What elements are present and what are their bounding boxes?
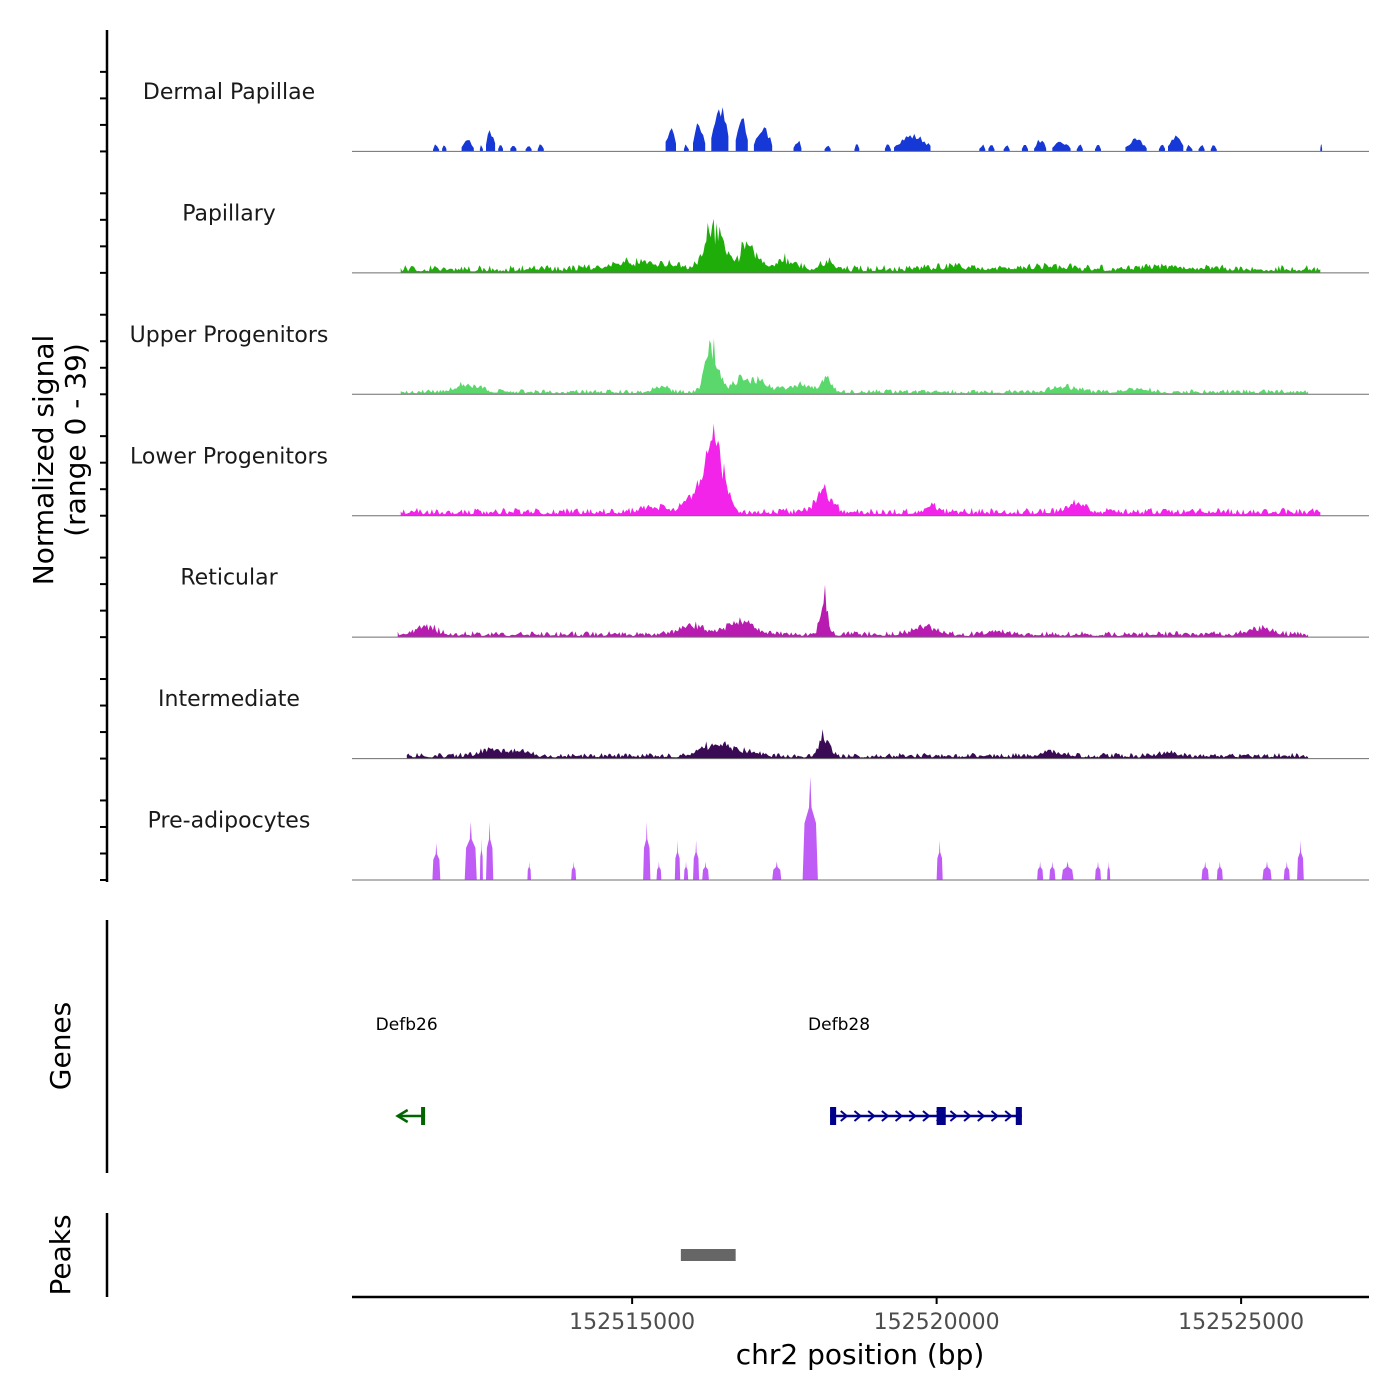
gene-exon — [1015, 1107, 1022, 1125]
peak-region — [680, 1249, 736, 1261]
gene-exon — [421, 1107, 426, 1125]
coverage-area — [433, 107, 1323, 152]
x-tick-label: 152520000 — [874, 1310, 1000, 1335]
coverage-area — [397, 584, 1309, 638]
x-axis-title: chr2 position (bp) — [736, 1338, 985, 1371]
track-pre-adipocytes: Pre-adipocytes — [148, 776, 1369, 881]
genes-track-title: Genes — [44, 1002, 77, 1090]
strand-arrow-icon — [949, 1110, 958, 1122]
signal-y-axis — [100, 30, 109, 883]
coverage-area — [400, 423, 1321, 516]
track-label: Reticular — [180, 566, 278, 591]
track-intermediate: Intermediate — [158, 687, 1369, 760]
x-tick-label: 152515000 — [569, 1310, 695, 1335]
strand-arrow-icon — [908, 1110, 917, 1122]
strand-arrow-icon — [990, 1110, 1000, 1122]
track-label: Intermediate — [158, 687, 300, 712]
strand-arrow-icon — [977, 1110, 986, 1122]
strand-arrow-icon — [1004, 1110, 1013, 1122]
signal-tracks: Dermal Papillae Papillary Upper Progenitor… — [130, 80, 1369, 881]
track-papillary: Papillary — [182, 201, 1369, 274]
strand-arrow-icon — [840, 1110, 849, 1122]
gene-defb28: Defb28 — [808, 1015, 1022, 1125]
track-label: Upper Progenitors — [130, 323, 329, 348]
track-dermal-papillae: Dermal Papillae — [143, 80, 1369, 152]
strand-arrow-icon — [963, 1110, 972, 1122]
coverage-area — [432, 776, 1304, 881]
track-label: Lower Progenitors — [130, 444, 328, 469]
track-upper-progenitors: Upper Progenitors — [130, 323, 1369, 395]
peaks-track-title: Peaks — [44, 1214, 77, 1295]
gene-exon — [936, 1107, 946, 1125]
coverage-area — [406, 729, 1309, 759]
gene-label: Defb26 — [376, 1015, 438, 1035]
x-axis-ticks: 152515000 152520000 152525000 — [569, 1297, 1304, 1335]
strand-arrow-icon — [881, 1110, 890, 1122]
y-axis-title: Normalized signal — [27, 335, 60, 586]
coverage-area — [400, 218, 1321, 273]
gene-exon — [830, 1107, 837, 1125]
strand-arrow-icon — [922, 1110, 931, 1122]
track-label: Pre-adipocytes — [148, 809, 311, 834]
genes-track: Defb26 Defb28 — [376, 1015, 1022, 1125]
track-label: Papillary — [182, 201, 276, 226]
track-label: Dermal Papillae — [143, 80, 315, 105]
track-lower-progenitors: Lower Progenitors — [130, 423, 1369, 517]
peaks-track — [680, 1249, 736, 1261]
gene-label: Defb28 — [808, 1015, 870, 1035]
strand-arrow-icon — [853, 1110, 863, 1122]
strand-arrow-icon — [867, 1110, 876, 1122]
strand-arrow-icon — [894, 1110, 904, 1122]
x-tick-label: 152525000 — [1178, 1310, 1304, 1335]
coverage-area — [400, 338, 1309, 395]
y-axis-range: (range 0 - 39) — [59, 343, 92, 537]
strand-arrow-icon — [395, 1108, 409, 1124]
gene-defb26: Defb26 — [376, 1015, 438, 1125]
track-reticular: Reticular — [180, 566, 1369, 638]
